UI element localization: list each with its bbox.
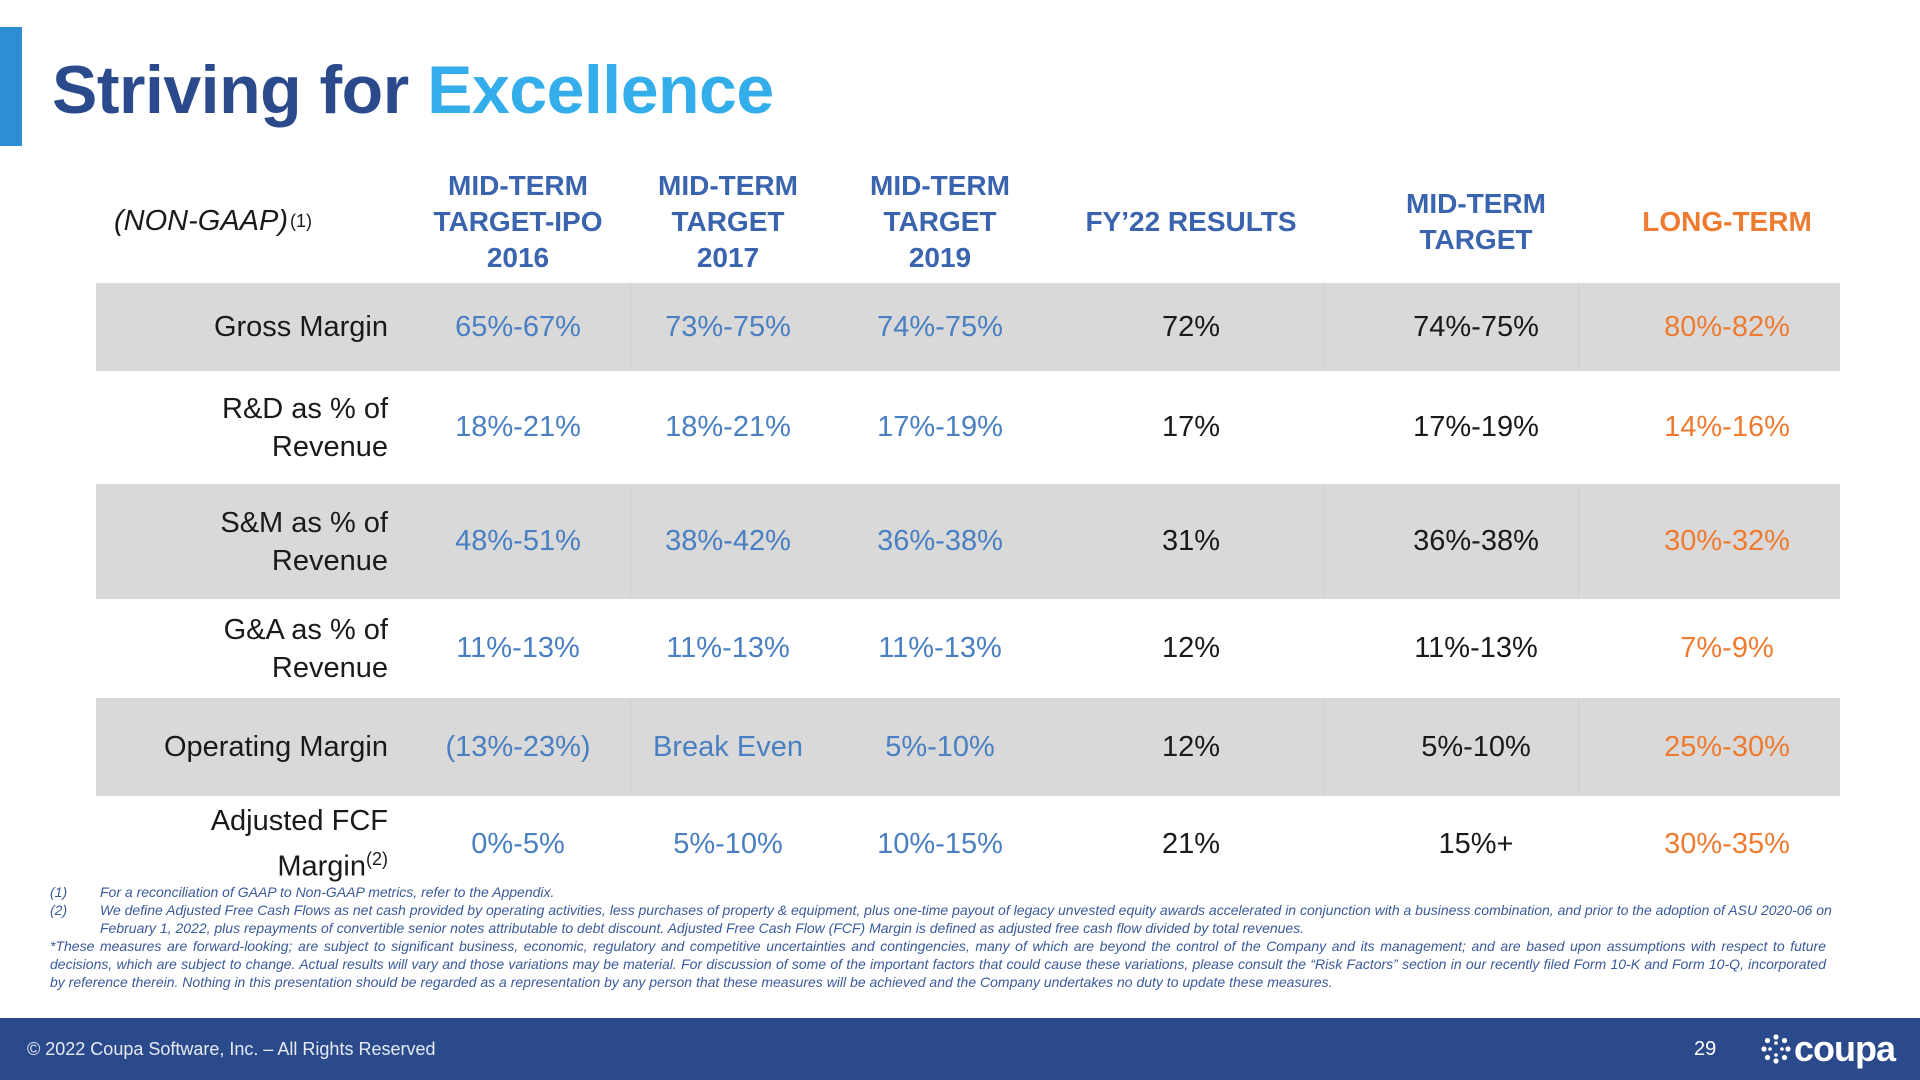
table-cell: 18%-21% [455, 411, 581, 443]
row-label-footnote-ref: (2) [366, 849, 388, 870]
table-cell: 73%-75% [665, 310, 791, 343]
targets-table: (NON-GAAP) (1) MID-TERM TARGET-IPO 2016 M… [96, 160, 1840, 892]
column-header-long-term: LONG-TERM [1642, 205, 1812, 237]
table-cell: 11%-13% [1414, 632, 1538, 664]
copyright-notice: © 2022 Coupa Software, Inc. – All Rights… [27, 1038, 436, 1059]
footnote-number: (1) [50, 884, 68, 900]
column-header-ipo-2016: MID-TERM TARGET-IPO 2016 [433, 169, 603, 273]
title-part-2: Excellence [427, 52, 774, 128]
table-cell: 72% [1161, 310, 1221, 343]
table-cell: 38%-42% [665, 525, 791, 557]
title-part-1: Striving for [52, 52, 409, 128]
header-label-text: (NON-GAAP) [114, 205, 288, 237]
footnotes: (1) For a reconciliation of GAAP to Non-… [50, 883, 1882, 991]
column-divider [1578, 283, 1579, 371]
column-header-fy22-results: FY’22 RESULTS [1085, 205, 1297, 237]
table-cell: 65%-67% [455, 310, 581, 343]
table-cell: 31% [1161, 525, 1221, 557]
row-label: Adjusted FCF Margin(2) [210, 805, 388, 883]
column-divider [1578, 484, 1579, 599]
footnote-number: (2) [50, 902, 68, 918]
table-cell: 0%-5% [471, 827, 565, 860]
table-row-ga: G&A as % of Revenue 11%-13% 11%-13% 11%-… [96, 599, 1840, 698]
column-header-2019: MID-TERM TARGET 2019 [870, 169, 1010, 273]
table-cell: 11%-13% [456, 632, 580, 664]
table-cell: 30%-35% [1664, 827, 1790, 860]
column-divider [630, 484, 631, 599]
header-label: (NON-GAAP) (1) [114, 160, 312, 283]
table-cell: 74%-75% [877, 310, 1003, 343]
row-label: S&M as % of Revenue [220, 506, 388, 577]
table-cell: 5%-10% [885, 730, 995, 763]
table-cell: 25%-30% [1664, 730, 1790, 763]
table-cell: 21% [1161, 827, 1221, 860]
table-cell: 10%-15% [877, 827, 1003, 860]
coupa-logo: coupa [1760, 1018, 1896, 1080]
table-cell: 18%-21% [665, 411, 791, 443]
column-divider [1324, 484, 1325, 599]
table-cell: 15%+ [1438, 827, 1514, 860]
page-title: Striving for Excellence [52, 50, 774, 130]
row-label: R&D as % of Revenue [222, 392, 388, 463]
row-label: G&A as % of Revenue [223, 613, 388, 684]
footnote-2: (2) We define Adjusted Free Cash Flows a… [50, 901, 1882, 937]
column-divider [630, 698, 631, 796]
page-number: 29 [1694, 1037, 1717, 1060]
column-header-2017: MID-TERM TARGET 2017 [658, 169, 798, 273]
row-label: Operating Margin [163, 731, 388, 763]
row-label: Gross Margin [213, 311, 388, 343]
header-label-footnote-ref: (1) [290, 211, 312, 231]
table-cell: 12% [1161, 632, 1221, 664]
table-cell: 17%-19% [877, 411, 1003, 443]
table-row-sm: S&M as % of Revenue 48%-51% 38%-42% 36%-… [96, 484, 1840, 599]
table-cell: 36%-38% [877, 525, 1003, 557]
table-cell: 11%-13% [878, 632, 1002, 664]
forward-looking-disclaimer: *These measures are forward-looking; are… [50, 938, 1826, 990]
footnote-1: (1) For a reconciliation of GAAP to Non-… [50, 883, 1882, 901]
table-cell: (13%-23%) [445, 730, 591, 763]
table-row-gross-margin: Gross Margin 65%-67% 73%-75% 74%-75% 72%… [96, 283, 1840, 371]
table-cell: 7%-9% [1680, 632, 1774, 664]
table-cell: 11%-13% [666, 632, 790, 664]
coupa-logo-text: coupa [1794, 1028, 1896, 1069]
footnote-text: For a reconciliation of GAAP to Non-GAAP… [100, 884, 555, 900]
table-row-operating-margin: Operating Margin (13%-23%) Break Even 5%… [96, 698, 1840, 796]
table-cell: 5%-10% [1421, 730, 1531, 763]
table-cell: 80%-82% [1664, 310, 1790, 343]
footnote-text: We define Adjusted Free Cash Flows as ne… [100, 902, 1832, 936]
table-row-adjusted-fcf-margin: Adjusted FCF Margin(2) 0%-5% 5%-10% 10%-… [96, 796, 1840, 892]
table-cell: 12% [1161, 730, 1221, 763]
column-divider [1578, 698, 1579, 796]
table-cell: 14%-16% [1664, 411, 1790, 443]
table-cell: 17%-19% [1413, 411, 1539, 443]
table-header-row: (NON-GAAP) (1) MID-TERM TARGET-IPO 2016 M… [96, 160, 1840, 283]
table-cell: Break Even [653, 730, 803, 763]
table-row-rd: R&D as % of Revenue 18%-21% 18%-21% 17%-… [96, 371, 1840, 484]
accent-bar [0, 27, 22, 146]
table-cell: 74%-75% [1413, 310, 1539, 343]
table-cell: 30%-32% [1664, 525, 1790, 557]
column-divider [1324, 283, 1325, 371]
table-cell: 48%-51% [455, 525, 581, 557]
column-divider [1324, 698, 1325, 796]
table-cell: 5%-10% [673, 827, 783, 860]
column-header-mid-term-target: MID-TERM TARGET [1406, 187, 1546, 255]
coupa-logo-icon [1761, 1034, 1791, 1064]
table-cell: 36%-38% [1413, 525, 1539, 557]
column-divider [630, 283, 631, 371]
table-cell: 17% [1161, 411, 1221, 443]
footer-bar: © 2022 Coupa Software, Inc. – All Rights… [0, 1018, 1920, 1080]
